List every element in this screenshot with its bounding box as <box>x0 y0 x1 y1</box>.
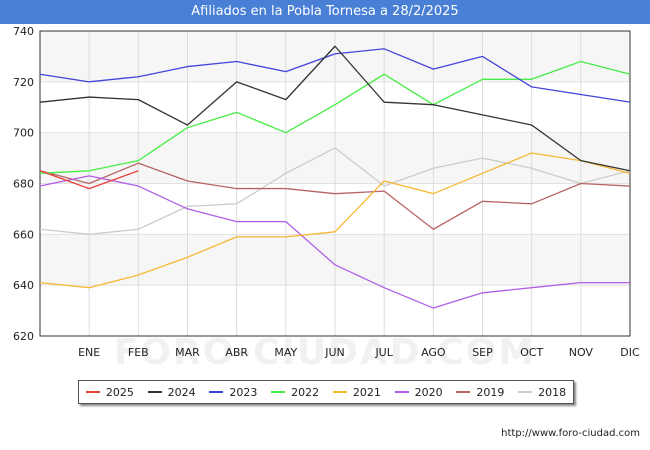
legend-swatch <box>332 391 347 393</box>
y-tick-label: 700 <box>13 127 34 140</box>
series-line-2021 <box>39 152 631 289</box>
series-line-2019 <box>39 162 631 230</box>
series-line-2018 <box>39 147 631 235</box>
x-tick-label: DIC <box>620 346 640 359</box>
x-tick-label: ABR <box>225 346 248 359</box>
legend-label: 2020 <box>414 385 443 399</box>
x-tick-label: MAY <box>274 346 297 359</box>
series-line-2024 <box>39 45 631 172</box>
x-tick-label: ENE <box>78 346 100 359</box>
y-tick-label: 740 <box>13 25 34 38</box>
legend-item-2020: 2020 <box>394 385 443 399</box>
legend-label: 2022 <box>291 385 320 399</box>
legend-swatch <box>85 391 100 393</box>
x-tick-label: NOV <box>569 346 594 359</box>
legend-swatch <box>456 391 471 393</box>
legend-item-2019: 2019 <box>456 386 504 399</box>
x-tick-label: FEB <box>128 346 149 359</box>
legend: 2025 2024 2023 2022 2021 2020 2019 2018 <box>78 380 574 404</box>
plot-area-border <box>39 30 631 337</box>
legend-label: 2023 <box>229 385 258 399</box>
x-tick-label: MAR <box>175 346 200 359</box>
series-line-2025 <box>39 170 139 190</box>
line-chart: 620 640 660 680 700 720 740 ENE FEB MAR ABR MAY JUN… <box>13 25 640 359</box>
legend-item-2023: 2023 <box>209 386 257 399</box>
legend-label: 2021 <box>352 385 381 399</box>
y-tick-label: 720 <box>13 76 34 89</box>
legend-swatch <box>518 391 533 393</box>
x-tick-label: JUN <box>324 346 345 359</box>
x-tick-label: SEP <box>472 346 493 359</box>
y-tick-label: 640 <box>13 279 34 292</box>
x-tick-label: JUL <box>374 346 393 359</box>
series-line-2023 <box>39 48 631 103</box>
legend-swatch <box>394 391 409 393</box>
legend-item-2018: 2018 <box>518 386 566 399</box>
y-tick-label: 620 <box>13 330 34 343</box>
legend-swatch <box>209 391 224 393</box>
legend-label: 2025 <box>105 385 134 399</box>
series-line-2022 <box>39 60 631 174</box>
chart-title: Afiliados en la Pobla Tornesa a 28/2/202… <box>0 0 650 24</box>
legend-label: 2019 <box>476 385 505 399</box>
legend-label: 2018 <box>538 385 567 399</box>
legend-item-2025: 2025 <box>85 385 134 399</box>
legend-item-2024: 2024 <box>147 385 196 399</box>
x-tick-label: AGO <box>421 346 446 359</box>
x-tick-label: OCT <box>520 346 543 359</box>
footer-url[interactable]: http://www.foro-ciudad.com <box>501 428 640 439</box>
series-line-2020 <box>39 175 630 309</box>
y-tick-label: 660 <box>13 228 34 241</box>
legend-item-2022: 2022 <box>271 386 319 399</box>
legend-item-2021: 2021 <box>332 385 381 399</box>
y-tick-label: 680 <box>13 178 34 191</box>
legend-label: 2024 <box>167 385 196 399</box>
legend-swatch <box>147 391 162 393</box>
legend-swatch <box>271 391 286 393</box>
